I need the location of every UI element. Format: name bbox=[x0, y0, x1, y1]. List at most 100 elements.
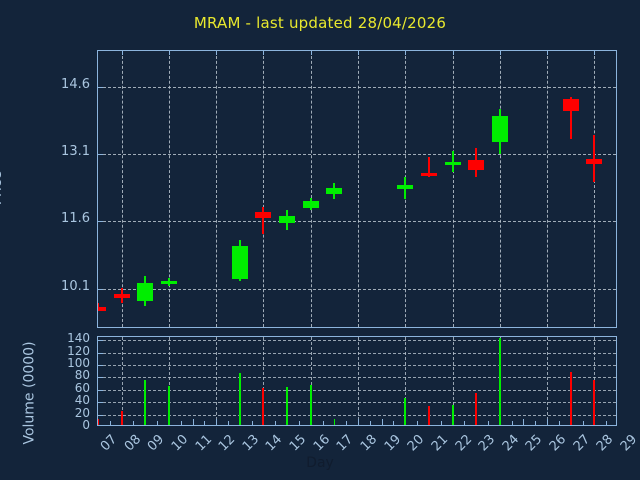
day-axis-tick-label: 16 bbox=[310, 432, 333, 455]
candle-body bbox=[468, 160, 485, 171]
day-tick bbox=[287, 419, 289, 425]
volume-tick bbox=[98, 364, 103, 366]
candle-body bbox=[231, 245, 248, 279]
candlestick bbox=[420, 156, 437, 177]
day-tick bbox=[428, 419, 430, 425]
day-tick bbox=[334, 419, 336, 425]
volume-axis-tick-label: 100 bbox=[67, 355, 90, 370]
day-axis-tick-label: 13 bbox=[239, 432, 262, 455]
candlestick bbox=[160, 277, 177, 286]
volume-tick bbox=[98, 402, 103, 404]
candle-body bbox=[113, 294, 130, 299]
candle-wick bbox=[451, 151, 454, 173]
day-minor-tick bbox=[369, 421, 371, 425]
candlestick bbox=[231, 240, 248, 282]
price-top-tick bbox=[216, 51, 218, 55]
day-tick bbox=[358, 419, 359, 425]
day-minor-tick bbox=[251, 421, 253, 425]
candle-wick bbox=[262, 207, 265, 234]
day-minor-tick bbox=[417, 421, 419, 425]
day-minor-tick bbox=[606, 421, 608, 425]
candlestick bbox=[302, 198, 319, 210]
gridline-vertical bbox=[310, 51, 312, 327]
gridline-horizontal bbox=[98, 154, 616, 156]
day-tick bbox=[121, 419, 123, 425]
gridline-vertical bbox=[594, 51, 596, 327]
day-tick bbox=[452, 419, 454, 425]
price-axis-title: Price bbox=[0, 170, 6, 206]
gridline-horizontal bbox=[98, 402, 616, 404]
candle-body bbox=[420, 172, 437, 176]
gridline-vertical bbox=[358, 337, 359, 425]
candlestick bbox=[562, 96, 579, 139]
candlestick bbox=[326, 182, 343, 199]
candle-body bbox=[444, 162, 461, 166]
volume-bar bbox=[404, 398, 407, 425]
gridline-vertical bbox=[121, 51, 123, 327]
day-minor-tick bbox=[157, 421, 159, 425]
day-tick bbox=[192, 419, 194, 425]
day-minor-tick bbox=[535, 421, 537, 425]
volume-bar bbox=[569, 372, 572, 425]
candle-body bbox=[586, 158, 603, 164]
volume-axis-tick-label: 80 bbox=[74, 368, 90, 383]
price-tick bbox=[98, 221, 103, 223]
day-axis-tick-label: 08 bbox=[121, 432, 144, 455]
day-minor-tick bbox=[488, 421, 489, 425]
day-axis-tick-label: 28 bbox=[594, 432, 617, 455]
gridline-horizontal bbox=[98, 221, 616, 223]
gridline-vertical bbox=[216, 51, 218, 327]
candle-body bbox=[302, 200, 319, 208]
day-axis-tick-label: 19 bbox=[381, 432, 404, 455]
day-axis-tick-label: 27 bbox=[570, 432, 593, 455]
day-tick bbox=[381, 419, 383, 425]
price-tick bbox=[98, 86, 103, 88]
candle-body bbox=[160, 280, 177, 284]
volume-tick bbox=[98, 414, 103, 416]
day-tick bbox=[98, 419, 99, 425]
day-minor-tick bbox=[346, 421, 348, 425]
price-top-tick bbox=[405, 51, 407, 55]
volume-bar bbox=[475, 392, 478, 425]
volume-tick bbox=[98, 377, 103, 379]
day-axis-tick-label: 21 bbox=[428, 432, 452, 455]
volume-bar bbox=[286, 386, 289, 425]
volume-bar bbox=[427, 406, 430, 425]
day-axis-tick-label: 29 bbox=[617, 432, 640, 455]
day-axis-tick-label: 12 bbox=[216, 432, 239, 455]
day-axis-tick-label: 26 bbox=[546, 432, 570, 455]
volume-axis-tick-label: 60 bbox=[74, 380, 90, 395]
candle-body bbox=[397, 184, 414, 190]
price-top-tick bbox=[594, 51, 596, 55]
day-minor-tick bbox=[275, 421, 277, 425]
price-tick bbox=[98, 154, 103, 156]
candlestick bbox=[279, 209, 296, 231]
candle-body bbox=[137, 283, 154, 302]
volume-bar bbox=[262, 387, 265, 425]
candle-body bbox=[98, 306, 106, 312]
price-top-tick bbox=[452, 51, 454, 55]
price-axis-tick-label: 11.6 bbox=[61, 211, 90, 227]
candle-wick bbox=[569, 96, 572, 139]
day-minor-tick bbox=[558, 421, 560, 425]
volume-bar bbox=[167, 385, 170, 425]
day-minor-tick bbox=[582, 421, 584, 425]
gridline-vertical bbox=[452, 51, 454, 327]
price-top-tick bbox=[263, 51, 265, 55]
day-tick bbox=[239, 419, 241, 425]
day-minor-tick bbox=[180, 421, 182, 425]
volume-tick bbox=[98, 352, 103, 354]
day-axis-tick-label: 11 bbox=[192, 432, 215, 455]
price-axis-tick-label: 14.6 bbox=[61, 76, 90, 92]
price-tick bbox=[98, 288, 103, 290]
gridline-horizontal bbox=[98, 377, 616, 379]
price-top-tick bbox=[310, 51, 312, 55]
gridline-horizontal bbox=[98, 288, 616, 290]
day-axis-tick-label: 07 bbox=[97, 432, 121, 455]
candle-body bbox=[326, 188, 343, 194]
volume-tick bbox=[98, 389, 103, 391]
candle-body bbox=[279, 215, 296, 224]
day-axis-tick-label: 20 bbox=[405, 432, 428, 455]
volume-bar bbox=[309, 384, 312, 425]
volume-axis-tick-label: 40 bbox=[74, 393, 90, 408]
